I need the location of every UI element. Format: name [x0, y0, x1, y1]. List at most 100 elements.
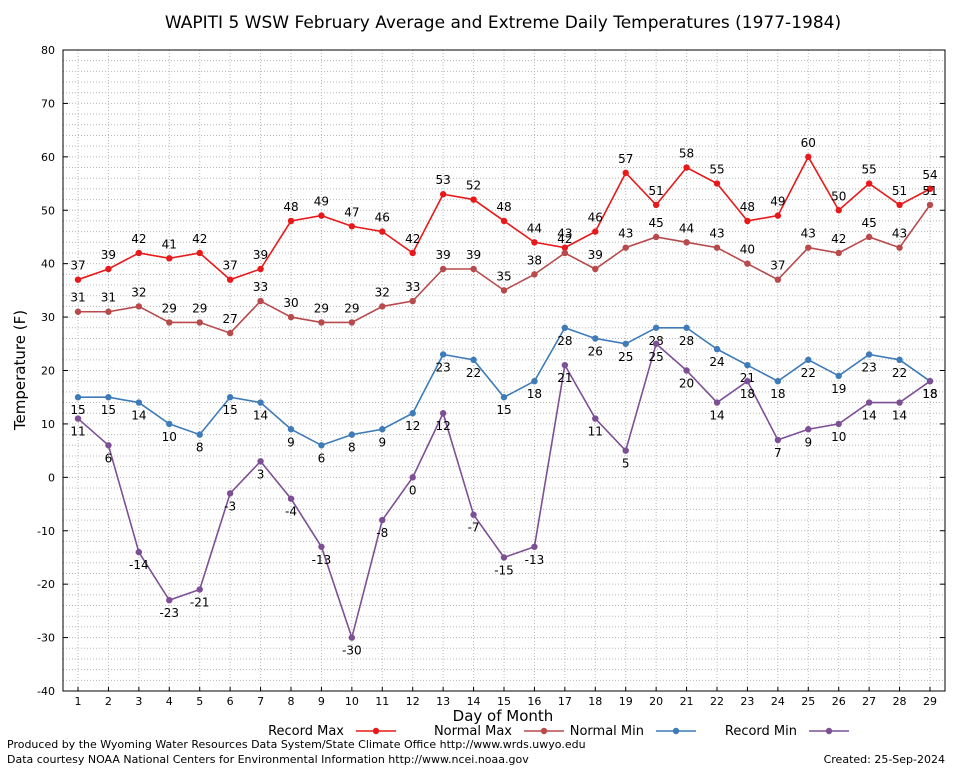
data-label: 18 [740, 387, 755, 401]
data-label: 15 [101, 403, 116, 417]
legend-label: Normal Max [434, 724, 512, 739]
data-point [683, 164, 690, 171]
data-point [74, 308, 82, 315]
x-tick-label: 13 [436, 695, 450, 708]
data-point [409, 474, 416, 481]
y-tick-label: -40 [37, 685, 55, 698]
data-point [744, 260, 751, 267]
x-tick-label: 23 [740, 695, 754, 708]
data-label: 3 [257, 467, 265, 481]
data-label: 47 [344, 205, 359, 219]
data-point [470, 356, 477, 364]
data-label: 39 [253, 248, 268, 262]
data-point [196, 431, 203, 438]
data-label: 6 [105, 451, 113, 465]
data-point [166, 420, 173, 428]
data-point [865, 233, 873, 241]
data-label: 42 [831, 232, 846, 246]
data-point [622, 169, 629, 177]
data-point [805, 153, 812, 161]
x-tick-label: 8 [288, 695, 295, 708]
data-point [379, 426, 386, 433]
data-point [835, 207, 842, 214]
data-label: -15 [494, 563, 514, 577]
data-point [835, 249, 842, 257]
legend: Record Max Normal Max Normal Min Record Min [268, 724, 849, 739]
data-label: 37 [70, 259, 85, 273]
data-point [622, 447, 629, 454]
data-point [226, 394, 234, 401]
data-label: -21 [190, 596, 210, 610]
data-label: -14 [129, 558, 149, 572]
data-point [865, 351, 873, 358]
data-point [74, 276, 82, 283]
data-point [561, 244, 569, 251]
data-point [226, 490, 234, 497]
data-label: 43 [801, 227, 816, 241]
x-tick-label: 25 [801, 695, 815, 708]
data-point [105, 265, 112, 273]
data-point [135, 303, 143, 310]
data-label: 25 [618, 350, 633, 364]
x-tick-label: 26 [832, 695, 846, 708]
data-label: 41 [162, 237, 177, 251]
data-point [135, 399, 143, 406]
legend-label: Record Min [725, 724, 797, 739]
data-label: 40 [740, 243, 755, 257]
data-point [926, 201, 934, 209]
y-tick-label: -30 [37, 632, 55, 645]
y-tick-label: 10 [41, 418, 55, 431]
data-label: 14 [131, 409, 146, 423]
data-point [531, 239, 538, 246]
data-label: 18 [527, 387, 542, 401]
x-tick-label: 29 [923, 695, 937, 708]
data-label: 8 [196, 441, 204, 455]
data-label: 26 [588, 344, 603, 358]
x-tick-label: 1 [75, 695, 82, 708]
data-label: 38 [527, 253, 542, 267]
data-point [683, 239, 690, 246]
data-point [257, 265, 264, 273]
x-tick-label: 15 [497, 695, 511, 708]
data-label: 8 [348, 441, 356, 455]
data-point [287, 217, 295, 225]
data-label: 43 [709, 227, 724, 241]
x-tick-label: 19 [619, 695, 633, 708]
y-tick-label: -20 [37, 578, 55, 591]
data-point [622, 244, 629, 251]
data-point [439, 191, 447, 198]
data-label: 22 [892, 366, 907, 380]
data-label: 29 [314, 301, 329, 315]
data-point [287, 313, 295, 321]
data-point [683, 367, 690, 374]
data-label: 11 [70, 425, 85, 439]
data-point [409, 249, 416, 257]
data-label: 42 [405, 232, 420, 246]
data-label: 18 [770, 387, 785, 401]
data-label: 14 [862, 409, 877, 423]
y-axis-label: Temperature (F) [11, 310, 29, 431]
data-point [805, 356, 812, 364]
x-axis-label: Day of Month [453, 707, 554, 725]
x-tick-label: 5 [196, 695, 203, 708]
x-tick-label: 3 [135, 695, 142, 708]
data-point [713, 345, 721, 353]
data-label: 51 [649, 184, 664, 198]
data-point [196, 319, 203, 326]
created-date: Created: 25-Sep-2024 [824, 753, 945, 766]
data-point [226, 276, 234, 283]
data-label: 27 [223, 312, 238, 326]
data-label: 15 [70, 403, 85, 417]
data-label: 32 [131, 285, 146, 299]
data-point [744, 217, 751, 225]
data-label: -8 [376, 526, 388, 540]
data-point [896, 244, 903, 251]
data-point [379, 228, 386, 235]
data-label: -23 [159, 606, 179, 620]
data-point [196, 249, 203, 257]
data-label: -7 [468, 521, 480, 535]
data-point [379, 303, 386, 310]
